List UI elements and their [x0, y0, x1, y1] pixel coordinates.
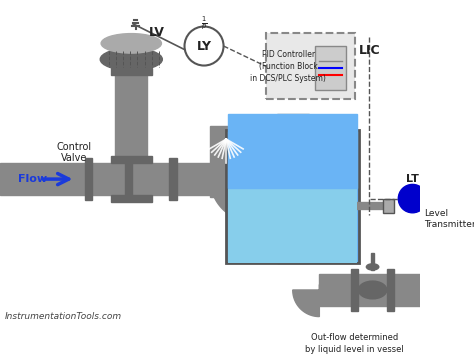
Text: LT: LT: [406, 174, 419, 184]
Text: PID Controller
(Function Block
in DCS/PLC System): PID Controller (Function Block in DCS/PL…: [250, 50, 326, 83]
Bar: [111, 68, 152, 75]
Circle shape: [184, 26, 224, 66]
Bar: [173, 163, 235, 195]
Bar: [169, 158, 176, 200]
Text: InstrumentationTools.com: InstrumentationTools.com: [4, 312, 121, 321]
Bar: [383, 198, 394, 213]
Text: Level
Transmitter: Level Transmitter: [424, 209, 474, 229]
Bar: [319, 274, 461, 306]
Text: LIC: LIC: [359, 44, 381, 57]
Polygon shape: [210, 179, 253, 222]
Ellipse shape: [358, 281, 387, 299]
Ellipse shape: [100, 48, 162, 70]
Bar: [210, 126, 242, 197]
Ellipse shape: [366, 264, 379, 270]
Bar: [111, 156, 152, 163]
Bar: [226, 130, 359, 263]
Text: $\frac{1}{p}$: $\frac{1}{p}$: [201, 14, 207, 32]
Text: Out-flow determined
by liquid level in vessel: Out-flow determined by liquid level in v…: [305, 333, 404, 353]
Bar: [371, 253, 374, 271]
Text: Control
Valve: Control Valve: [56, 142, 91, 163]
Circle shape: [398, 185, 427, 213]
Bar: [277, 114, 309, 263]
Text: LY: LY: [197, 40, 211, 52]
Bar: [115, 68, 147, 163]
Bar: [0, 163, 173, 195]
Bar: [125, 158, 132, 200]
Bar: [351, 269, 358, 311]
Bar: [228, 114, 357, 188]
Text: Flow: Flow: [18, 174, 47, 184]
Bar: [128, 50, 134, 68]
FancyBboxPatch shape: [266, 33, 355, 99]
Bar: [85, 158, 92, 200]
Bar: [111, 195, 152, 202]
Ellipse shape: [101, 34, 162, 53]
Bar: [315, 46, 346, 90]
Bar: [387, 269, 394, 311]
Polygon shape: [293, 285, 325, 317]
Text: LV: LV: [149, 26, 165, 39]
Bar: [228, 188, 357, 263]
